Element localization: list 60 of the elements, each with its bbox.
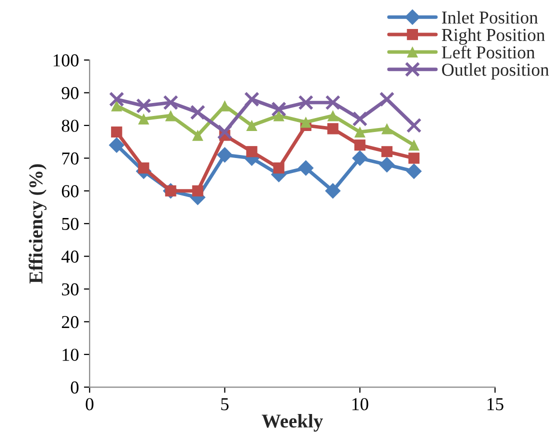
point: [111, 100, 122, 112]
point: [111, 126, 122, 138]
point: [216, 147, 233, 163]
y-tick-label: 50: [62, 218, 78, 230]
x-axis-title: Weekly: [262, 414, 323, 432]
point: [408, 140, 420, 151]
y-tick-label: 60: [62, 185, 78, 198]
point: [354, 140, 366, 151]
point: [138, 162, 150, 174]
y-tick-label: 0: [70, 381, 78, 394]
point: [406, 163, 422, 180]
point: [271, 101, 286, 117]
y-tick-label: 20: [62, 316, 78, 328]
point: [379, 92, 395, 107]
y-tick-label: 10: [62, 348, 78, 361]
point: [327, 123, 338, 134]
point: [273, 162, 284, 174]
point: [165, 110, 176, 122]
x-tick-label: 10: [352, 398, 368, 410]
point: [300, 116, 312, 128]
point: [381, 123, 392, 134]
point: [327, 110, 338, 122]
point: [354, 126, 366, 138]
point: [108, 137, 124, 153]
point: [190, 104, 206, 120]
point: [325, 94, 341, 110]
point: [108, 92, 124, 107]
legend-label: Outlet position: [442, 63, 549, 80]
x-tick-label: 5: [221, 398, 229, 410]
x-tick-label: 0: [86, 398, 94, 410]
point: [246, 120, 258, 132]
y-tick-label: 80: [62, 120, 78, 132]
point: [136, 98, 152, 114]
point: [379, 156, 395, 173]
point: [273, 110, 284, 122]
legend-label: Inlet Position: [442, 10, 538, 24]
point: [406, 118, 422, 134]
point: [163, 94, 178, 110]
point: [244, 92, 260, 107]
y-axis-title: Efficiency (%): [28, 164, 47, 284]
point: [192, 185, 204, 196]
legend-label: Left Position: [442, 46, 535, 58]
point: [352, 150, 368, 166]
point: [325, 183, 341, 199]
point: [138, 113, 150, 124]
point: [192, 130, 204, 141]
y-tick-label: 100: [54, 54, 78, 66]
point: [298, 160, 314, 176]
y-tick-label: 70: [62, 152, 78, 165]
point: [381, 146, 392, 158]
y-tick-label: 90: [62, 87, 78, 100]
x-tick-label: 15: [488, 398, 504, 410]
y-tick-label: 40: [61, 250, 78, 263]
y-tick-label: 30: [62, 283, 78, 296]
point: [217, 124, 232, 140]
point: [352, 111, 368, 127]
point: [246, 146, 258, 158]
point: [298, 94, 314, 110]
point: [408, 152, 420, 164]
legend-label: Right Position: [442, 28, 545, 45]
